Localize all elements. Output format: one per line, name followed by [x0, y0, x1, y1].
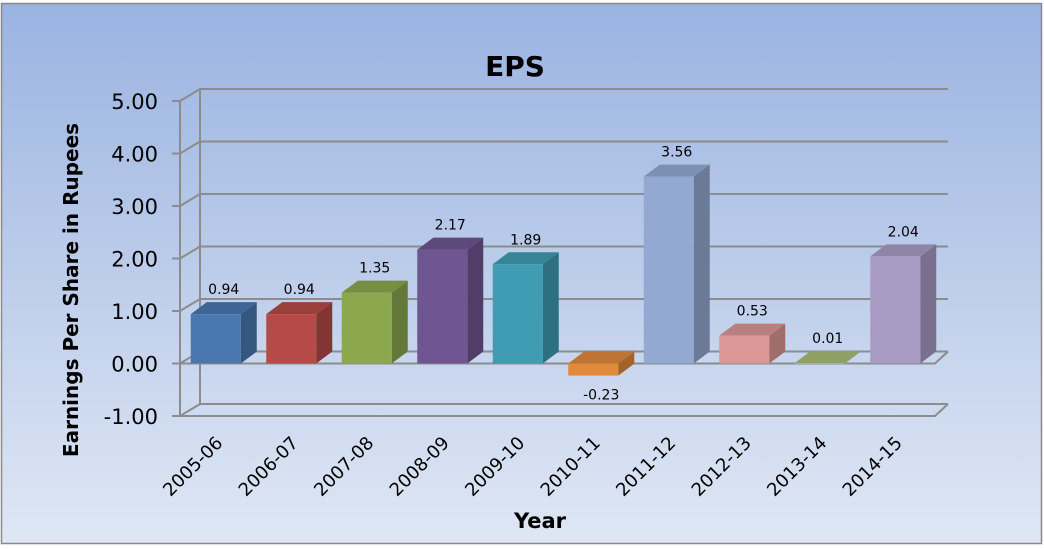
y-tick-label: 1.00: [111, 300, 158, 324]
bar-side: [618, 351, 635, 376]
gridline: [172, 245, 948, 260]
gridline: [172, 298, 948, 312]
data-label: 0.53: [737, 304, 768, 320]
bar-top: [870, 244, 937, 257]
x-axis-label: Year: [513, 509, 567, 533]
bar-side: [391, 280, 408, 364]
y-tick-label: 3.00: [111, 195, 158, 219]
y-tick-label: 0.00: [111, 353, 158, 377]
bar-2012-13: [719, 323, 786, 364]
gridline: [172, 193, 948, 207]
bar-top: [341, 280, 408, 293]
bar-2006-07: [266, 302, 333, 364]
bar-top: [492, 252, 559, 265]
data-label: 0.01: [812, 331, 843, 347]
data-label: 1.89: [510, 232, 541, 248]
bar-side: [542, 252, 559, 364]
bar-front: [719, 335, 770, 364]
bar-2007-08: [341, 280, 408, 364]
bar-front: [794, 362, 845, 364]
bar-2009-10: [492, 252, 559, 364]
y-tick-label: 2.00: [111, 248, 158, 272]
bar-front: [643, 176, 694, 364]
bar-top: [794, 350, 861, 363]
bar-top: [643, 164, 710, 177]
bar-front: [266, 314, 317, 364]
bar-side: [693, 164, 710, 364]
bar-side: [467, 237, 484, 364]
bar-side: [240, 302, 257, 364]
gridline: [172, 140, 948, 155]
bar-side: [844, 350, 861, 364]
bar-top: [568, 351, 635, 364]
bar-top: [719, 323, 786, 336]
bar-top: [190, 302, 257, 315]
bar-side: [316, 302, 333, 364]
bar-top: [266, 302, 333, 315]
y-tick-label: 4.00: [111, 143, 158, 167]
bar-2014-15: [870, 244, 937, 364]
data-label: 1.35: [359, 261, 390, 277]
bar-side: [920, 244, 937, 364]
sheet-strip: [0, 0, 1044, 3]
bar-front: [492, 264, 543, 364]
bar-2008-09: [417, 237, 484, 364]
bar-front: [870, 256, 921, 364]
bar-2011-12: [643, 164, 710, 364]
bar-front: [568, 363, 619, 376]
bar-2010-11: [568, 351, 635, 376]
gridline: [172, 350, 948, 365]
bar-front: [190, 314, 241, 364]
y-axis-label: Earnings Per Share in Rupees: [59, 123, 83, 457]
data-label: 2.04: [888, 224, 919, 240]
data-label: -0.23: [583, 388, 619, 404]
floor-edge: [180, 403, 949, 417]
bar-front: [417, 249, 468, 364]
y-tick-label: 5.00: [111, 90, 158, 114]
data-label: 0.94: [208, 282, 239, 298]
bar-front: [341, 292, 392, 364]
y-tick-label: -1.00: [104, 405, 158, 429]
data-label: 2.17: [435, 218, 466, 234]
data-label: 3.56: [661, 145, 692, 161]
gridline: [172, 88, 948, 102]
bar-2005-06: [190, 302, 257, 364]
bar-2013-14: [794, 350, 861, 364]
bar-top: [417, 237, 484, 250]
bar-side: [769, 323, 786, 364]
chart-title: EPS: [485, 50, 545, 83]
gridline: [172, 403, 948, 417]
data-label: 0.94: [284, 282, 315, 298]
